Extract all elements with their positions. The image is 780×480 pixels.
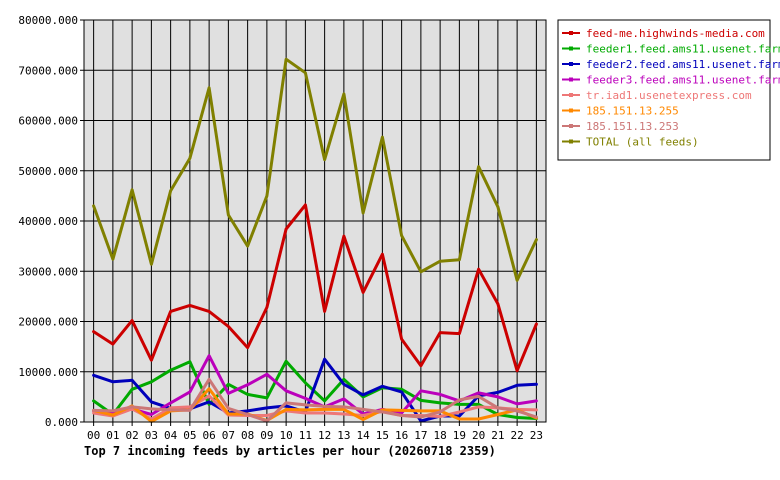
series-line-1: [92, 359, 538, 420]
y-tick-label: 60000.000: [18, 115, 78, 128]
legend-label: feeder3.feed.ams11.usenet.farm: [586, 74, 780, 87]
legend-marker: [569, 108, 573, 113]
x-tick-label: 20: [472, 429, 485, 442]
y-tick-label: 80000.000: [18, 14, 78, 27]
y-tick-label: 70000.000: [18, 64, 78, 77]
x-tick-label: 05: [183, 429, 196, 442]
x-tick-label: 14: [357, 429, 371, 442]
legend: feed-me.highwinds-media.com feeder1.feed.…: [557, 19, 780, 161]
series-line-7: [92, 57, 538, 282]
legend-marker: [569, 62, 573, 66]
y-tick-label: 30000.000: [18, 265, 78, 278]
series-line-6: [92, 377, 538, 423]
legend-label: tr.iad1.usenetexpress.com: [586, 89, 752, 102]
x-tick-label: 01: [106, 429, 119, 442]
x-tick-label: 19: [453, 429, 466, 442]
legend-label: feeder1.feed.ams11.usenet.farm: [586, 43, 780, 56]
x-tick-label: 03: [145, 429, 158, 442]
x-tick-label: 22: [511, 429, 524, 442]
x-axis-ticks: 00 01 02 03 04 05 06 07 08 09 10 11 12 13 14 15 16 17 18 19…: [87, 422, 543, 442]
legend-label: feed-me.highwinds-media.com: [586, 27, 765, 40]
legend-marker: [569, 46, 573, 51]
x-tick-label: 21: [491, 429, 504, 442]
legend-label: TOTAL (all feeds): [586, 136, 699, 149]
y-tick-label: 0.000: [45, 416, 78, 429]
x-tick-label: 16: [395, 429, 408, 442]
x-tick-label: 23: [530, 429, 543, 442]
legend-marker: [569, 124, 573, 128]
x-tick-label: 18: [434, 429, 447, 442]
legend-marker: [569, 139, 573, 144]
y-tick-label: 40000.000: [18, 215, 78, 228]
y-tick-label: 50000.000: [18, 165, 78, 178]
x-tick-label: 08: [241, 429, 254, 442]
legend-label: 185.151.13.253: [586, 120, 679, 133]
series-line-5: [92, 387, 538, 423]
x-tick-label: 04: [164, 429, 178, 442]
x-tick-label: 10: [280, 429, 293, 442]
x-tick-label: 09: [260, 429, 273, 442]
x-tick-label: 17: [414, 429, 427, 442]
x-tick-label: 11: [299, 429, 312, 442]
legend-label: 185.151.13.255: [586, 105, 679, 118]
x-tick-label: 02: [126, 429, 139, 442]
y-tick-label: 20000.000: [18, 316, 78, 329]
x-tick-label: 07: [222, 429, 235, 442]
series-line-0: [92, 203, 538, 373]
x-tick-label: 06: [203, 429, 216, 442]
chart-title: Top 7 incoming feeds by articles per hou…: [84, 444, 496, 458]
y-axis-ticks: 0.000 10000.000 20000.000 30000.000 40000.00…: [18, 14, 84, 429]
legend-marker: [569, 93, 573, 97]
x-tick-label: 15: [376, 429, 389, 442]
y-tick-label: 10000.000: [18, 366, 78, 379]
legend-box: [557, 19, 771, 161]
legend-marker: [569, 77, 573, 82]
x-tick-label: 13: [337, 429, 350, 442]
series-line-2: [92, 357, 538, 423]
legend-label: feeder2.feed.ams11.usenet.farm: [586, 58, 780, 71]
legend-marker: [569, 31, 573, 35]
series-lines: [92, 57, 538, 423]
x-tick-label: 12: [318, 429, 331, 442]
x-tick-label: 00: [87, 429, 100, 442]
